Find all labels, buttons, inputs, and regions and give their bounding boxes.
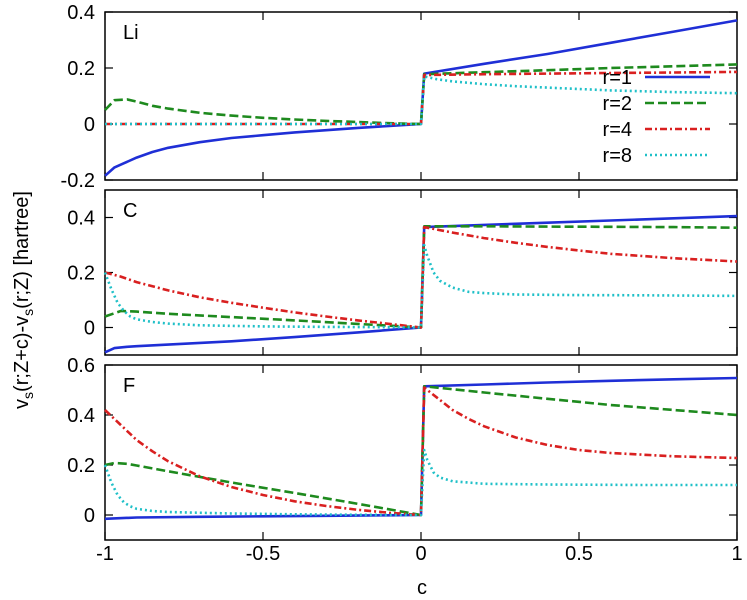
legend-label: r=8: [603, 145, 632, 167]
y-tick-label: 0.4: [67, 208, 95, 230]
panel-li: -0.2 0 0.2 0.4 Li: [61, 2, 738, 192]
series-line-r1: [104, 376, 738, 521]
y-tick-label: 0: [84, 505, 95, 527]
y-label-part: v: [11, 399, 33, 409]
panel-c: 0 0.2 0.4 C: [67, 189, 738, 356]
y-tick-label: 0: [84, 114, 95, 136]
x-tick-label: 1: [731, 543, 742, 565]
plot-frame: [104, 189, 738, 356]
series-line-r2: [104, 384, 738, 517]
y-tick-label: 0.2: [67, 455, 95, 477]
y-label-subscript: s: [20, 392, 36, 399]
y-label-part: (r;Z+c)-v: [11, 316, 33, 392]
y-tick-label: 0.2: [67, 58, 95, 80]
y-label-subscript: s: [20, 309, 36, 316]
x-tick-label: 0.5: [565, 543, 593, 565]
series-line-r8: [103, 243, 738, 329]
panel-f: 0 0.2 0.4 0.6 F: [67, 355, 738, 541]
series-line-r1: [104, 19, 738, 177]
series-line-r4: [104, 225, 738, 329]
y-label-part: (r;Z) [hartree]: [11, 191, 33, 309]
y-tick-label: 0.2: [67, 263, 95, 285]
x-tick-label: -0.5: [246, 543, 280, 565]
legend-label: r=1: [603, 67, 632, 89]
panel-label: F: [123, 375, 135, 397]
y-axis-label: vs(r;Z+c)-vs(r;Z) [hartree]: [11, 191, 36, 409]
panel-label: C: [123, 200, 137, 222]
y-tick-label: 0.6: [67, 355, 95, 377]
series-line-r2: [104, 63, 738, 126]
x-tick-label: 0: [415, 543, 426, 565]
legend-label: r=4: [603, 119, 632, 141]
legend-label: r=2: [603, 93, 632, 115]
y-tick-label: 0.4: [67, 2, 95, 24]
x-axis-label: c: [417, 577, 427, 599]
y-tick-label: 0: [84, 318, 95, 340]
series-line-r8: [105, 75, 738, 126]
x-tick-labels: -1 -0.5 0 0.5 1: [96, 543, 742, 565]
series-line-r1: [104, 214, 738, 354]
y-tick-label: 0.4: [67, 405, 95, 427]
panel-label: Li: [123, 22, 139, 44]
x-tick-label: -1: [96, 543, 114, 565]
series-line-r4: [104, 386, 738, 517]
y-tick-label: -0.2: [61, 170, 95, 192]
legend: r=1 r=2 r=4 r=8: [603, 67, 710, 167]
